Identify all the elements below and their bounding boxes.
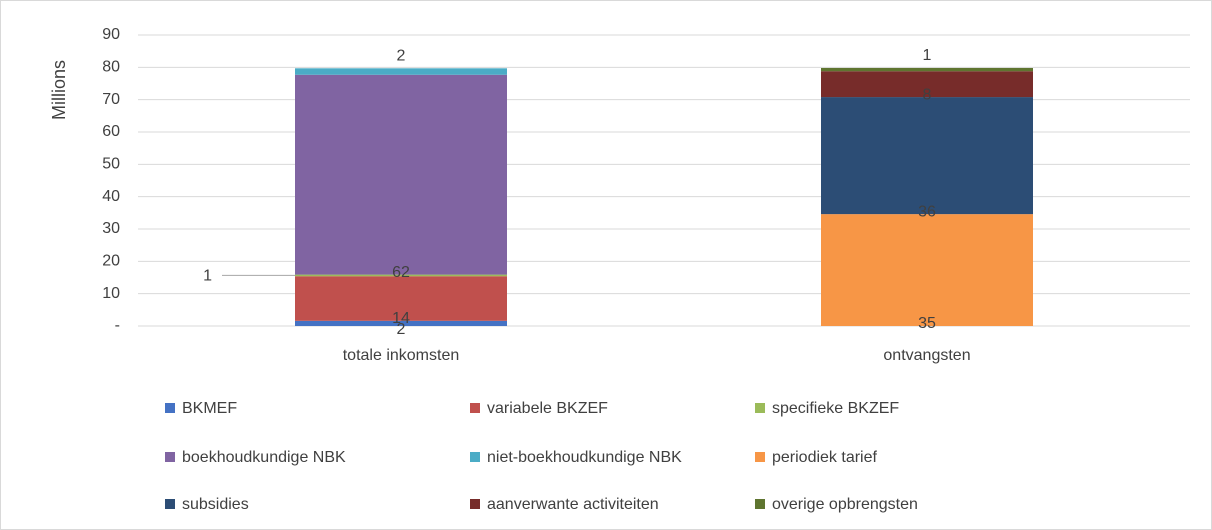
legend-label: specifieke BKZEF [772,400,899,417]
bar-segment [821,97,1033,215]
legend-swatch [470,499,480,509]
data-label: 14 [392,310,410,327]
legend-swatch [755,452,765,462]
legend-label: BKMEF [182,400,237,417]
y-tick-label: 80 [102,59,120,76]
legend-swatch [755,403,765,413]
bar-segment [295,276,507,321]
legend-swatch [165,403,175,413]
y-tick-label: - [115,317,120,334]
data-label: 62 [392,264,410,281]
y-tick-label: 30 [102,220,120,237]
bar-segment [821,214,1033,326]
legend-label: overige opbrengsten [772,496,918,513]
y-tick-label: 50 [102,156,120,173]
bar-segment [821,71,1033,98]
y-tick-label: 70 [102,91,120,108]
y-tick-label: 20 [102,253,120,270]
bar-segment [821,67,1033,72]
legend-label: aanverwante activiteiten [487,496,659,513]
y-tick-label: 40 [102,188,120,205]
legend-swatch [470,403,480,413]
bar-segment [295,68,507,75]
bar-segment [295,274,507,277]
y-tick-label: 90 [102,26,120,43]
bar-segment [295,320,507,326]
x-tick-label: totale inkomsten [343,347,460,364]
legend-swatch [165,499,175,509]
legend-label: variabele BKZEF [487,400,608,417]
y-tick-label: 10 [102,285,120,302]
legend-label: niet-boekhoudkundige NBK [487,449,682,466]
data-label: 1 [923,47,932,64]
legend-swatch [755,499,765,509]
legend-swatch [470,452,480,462]
data-label: 1 [203,268,212,285]
y-axis-title: Millions [49,60,69,120]
legend-label: boekhoudkundige NBK [182,449,346,466]
data-label: 2 [397,321,406,338]
data-label: 2 [397,48,406,65]
y-tick-label: 60 [102,123,120,140]
bar-segment [295,74,507,275]
legend-swatch [165,452,175,462]
data-label: 35 [918,315,936,332]
legend-label: subsidies [182,496,249,513]
data-label: 8 [923,86,932,103]
data-label: 36 [918,203,936,220]
x-tick-label: ontvangsten [883,347,970,364]
legend-label: periodiek tarief [772,449,878,466]
